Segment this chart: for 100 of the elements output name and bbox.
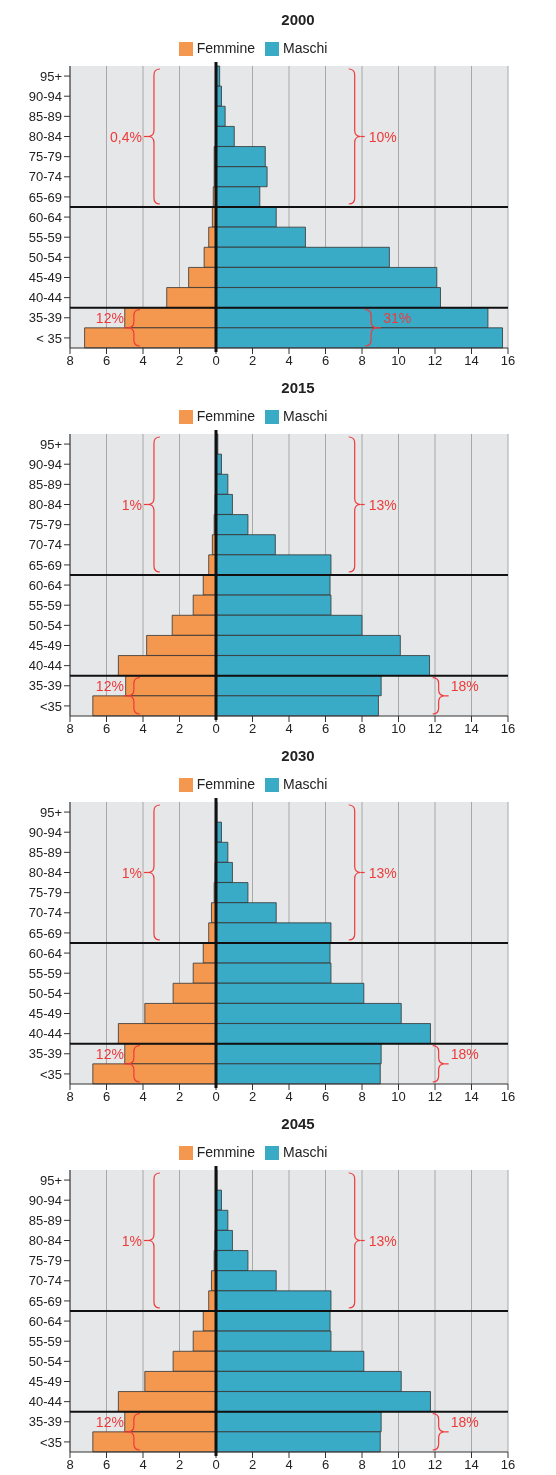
x-tick-label: 12 <box>427 353 443 369</box>
y-tick-label: 35-39 <box>28 310 62 326</box>
y-tick-label: 95+ <box>39 1172 62 1188</box>
y-tick-label: 45-49 <box>28 270 62 286</box>
x-tick-label: 8 <box>66 1089 74 1105</box>
y-tick-label: 55-59 <box>28 597 62 613</box>
x-tick-label: 4 <box>285 353 293 369</box>
y-tick-label: 80-84 <box>28 865 62 881</box>
y-tick-label: 95+ <box>39 68 62 84</box>
x-tick-label: 14 <box>464 1457 479 1473</box>
x-tick-label: 0 <box>212 721 220 737</box>
y-tick-label: 45-49 <box>28 1006 62 1022</box>
y-tick-label: 50-54 <box>28 1353 62 1369</box>
x-tick-label: 4 <box>139 1089 147 1105</box>
x-tick-label: 12 <box>427 1089 443 1105</box>
x-tick-label: 8 <box>358 353 366 369</box>
annotation: 1% <box>121 864 142 881</box>
x-tick-label: 8 <box>358 1089 366 1105</box>
y-tick-label: 60-64 <box>28 1313 62 1329</box>
x-tick-label: 6 <box>102 1457 111 1473</box>
annotation: 18% <box>450 1413 479 1430</box>
y-tick-label: 75-79 <box>28 885 62 901</box>
legend-label: Maschi <box>283 40 328 56</box>
y-tick-label: 90-94 <box>28 1192 62 1208</box>
chart-title: 2030 <box>280 746 316 766</box>
y-tick-label: 80-84 <box>28 129 62 145</box>
x-tick-label: 6 <box>321 1457 330 1473</box>
y-tick-label: 90-94 <box>28 88 62 104</box>
x-tick-label: 16 <box>500 1089 516 1105</box>
annotation: 10% <box>368 128 397 145</box>
y-tick-label: 40-44 <box>28 290 62 306</box>
y-tick-label: 70-74 <box>28 169 62 185</box>
x-tick-label: 6 <box>102 353 111 369</box>
y-tick-label: 65-69 <box>28 189 62 205</box>
x-tick-label: 8 <box>358 1457 366 1473</box>
y-tick-label: 60-64 <box>28 209 62 225</box>
y-tick-label: 85-89 <box>28 108 62 124</box>
y-tick-label: 85-89 <box>28 1212 62 1228</box>
y-tick-label: 80-84 <box>28 497 62 513</box>
x-tick-label: 10 <box>391 1089 406 1105</box>
x-tick-label: 0 <box>212 1089 220 1105</box>
legend-label: Maschi <box>283 408 328 424</box>
y-tick-label: 35-39 <box>28 1046 62 1062</box>
x-tick-label: 8 <box>66 1457 74 1473</box>
x-tick-label: 2 <box>175 721 184 737</box>
x-tick-label: 4 <box>285 721 293 737</box>
chart-title: 2000 <box>280 10 316 30</box>
x-tick-label: 8 <box>358 721 366 737</box>
y-tick-label: 35-39 <box>28 1414 62 1430</box>
y-tick-label: 45-49 <box>28 1374 62 1390</box>
y-tick-label: 80-84 <box>28 1233 62 1249</box>
y-tick-label: 65-69 <box>28 1293 62 1309</box>
x-tick-label: 2 <box>248 1089 257 1105</box>
x-tick-label: 4 <box>285 1457 293 1473</box>
chart-title: 2015 <box>280 378 316 398</box>
x-tick-label: 12 <box>427 1457 443 1473</box>
legend-label: Femmine <box>196 776 255 792</box>
y-tick-label: 55-59 <box>28 1333 62 1349</box>
y-tick-label: 75-79 <box>28 149 62 165</box>
x-tick-label: 0 <box>212 1457 220 1473</box>
annotation: 31% <box>383 309 412 326</box>
x-tick-label: 16 <box>500 353 516 369</box>
annotation: 18% <box>450 677 479 694</box>
x-tick-label: 6 <box>321 721 330 737</box>
y-tick-label: 85-89 <box>28 844 62 860</box>
y-tick-label: 95+ <box>39 436 62 452</box>
y-tick-label: 65-69 <box>28 925 62 941</box>
annotation: 13% <box>368 864 397 881</box>
annotation: 13% <box>368 1232 397 1249</box>
x-tick-label: 4 <box>285 1089 293 1105</box>
x-tick-label: 10 <box>391 721 406 737</box>
y-tick-label: 75-79 <box>28 517 62 533</box>
annotation: 12% <box>95 309 124 326</box>
y-tick-label: 90-94 <box>28 824 62 840</box>
x-tick-label: 6 <box>102 1089 111 1105</box>
y-tick-label: 70-74 <box>28 1273 62 1289</box>
x-tick-label: 10 <box>391 1457 406 1473</box>
legend-label: Femmine <box>196 40 255 56</box>
annotation: 12% <box>95 677 124 694</box>
x-tick-label: 16 <box>500 1457 516 1473</box>
y-tick-label: 85-89 <box>28 476 62 492</box>
y-tick-label: 95+ <box>39 804 62 820</box>
y-tick-label: 70-74 <box>28 905 62 921</box>
y-tick-label: 70-74 <box>28 537 62 553</box>
x-tick-label: 8 <box>66 353 74 369</box>
chart-title: 2045 <box>280 1114 316 1134</box>
y-tick-label: 50-54 <box>28 985 62 1001</box>
y-tick-label: 40-44 <box>28 1394 62 1410</box>
y-tick-label: 90-94 <box>28 456 62 472</box>
y-tick-label: 75-79 <box>28 1253 62 1269</box>
annotation: 0,4% <box>110 128 142 145</box>
x-tick-label: 2 <box>175 1457 184 1473</box>
y-tick-label: 50-54 <box>28 249 62 265</box>
x-tick-label: 2 <box>175 1089 184 1105</box>
x-tick-label: 4 <box>139 353 147 369</box>
y-tick-label: 60-64 <box>28 577 62 593</box>
y-tick-label: 55-59 <box>28 229 62 245</box>
annotation: 1% <box>121 496 142 513</box>
y-tick-label: 60-64 <box>28 945 62 961</box>
x-tick-label: 6 <box>321 353 330 369</box>
